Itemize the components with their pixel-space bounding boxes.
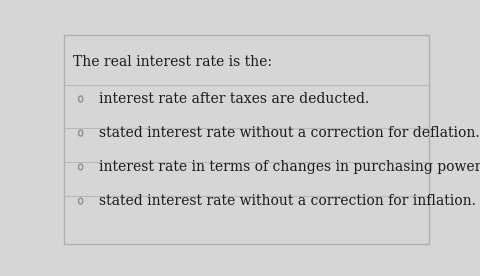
Text: The real interest rate is the:: The real interest rate is the: xyxy=(73,55,272,70)
Text: interest rate after taxes are deducted.: interest rate after taxes are deducted. xyxy=(99,92,369,106)
Text: stated interest rate without a correction for deflation.: stated interest rate without a correctio… xyxy=(99,126,479,140)
FancyBboxPatch shape xyxy=(64,35,428,243)
Text: interest rate in terms of changes in purchasing power.: interest rate in terms of changes in pur… xyxy=(99,160,480,174)
Text: stated interest rate without a correction for inflation.: stated interest rate without a correctio… xyxy=(99,194,475,208)
